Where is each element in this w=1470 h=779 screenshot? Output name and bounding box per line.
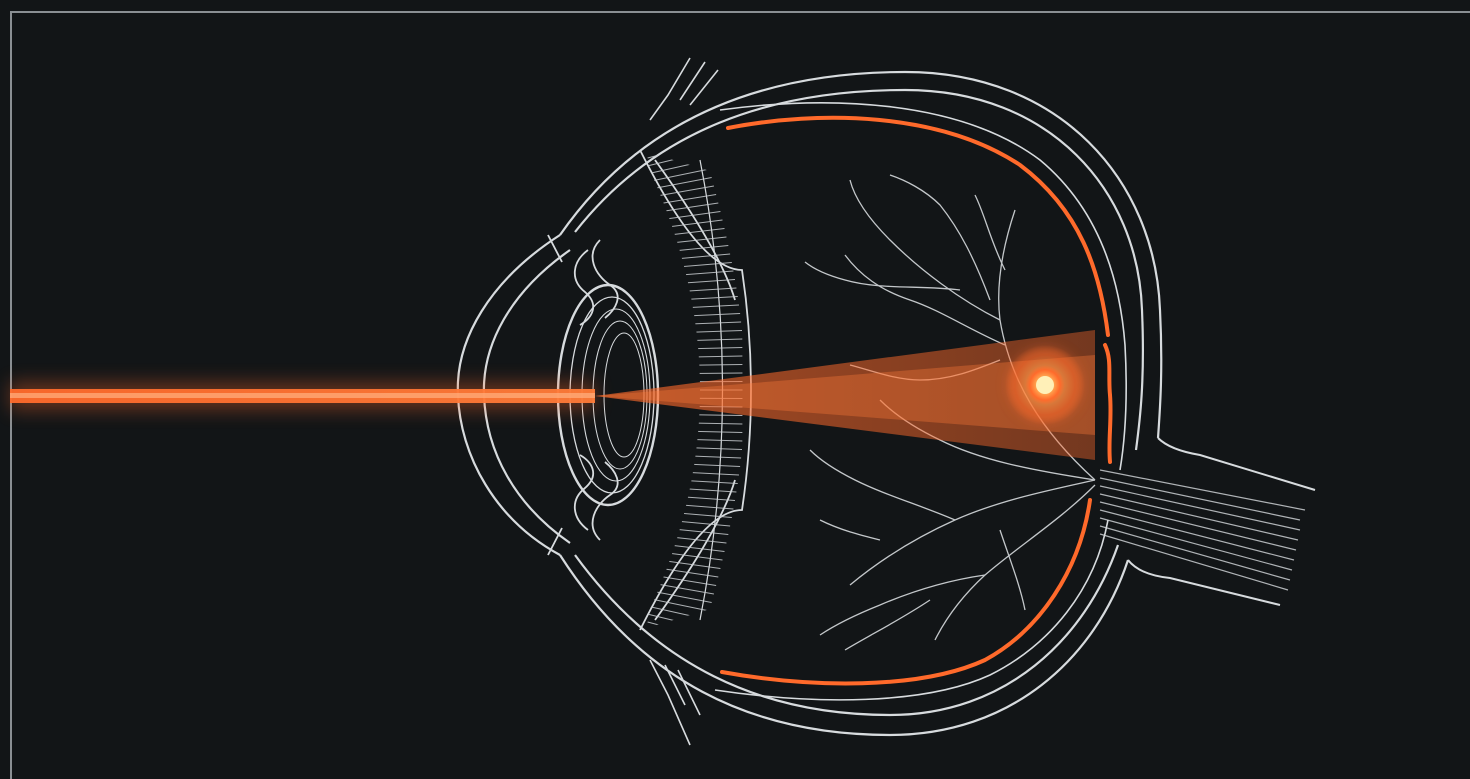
laser-cone xyxy=(595,330,1095,460)
zonule-fibre xyxy=(646,597,710,612)
focal-spot-icon xyxy=(1005,345,1085,425)
zonule-fibre xyxy=(644,565,719,578)
zonule-fibre xyxy=(641,287,737,295)
zonule-fibre xyxy=(642,262,732,271)
zonule-fibre xyxy=(644,211,721,223)
zonule-fibre xyxy=(640,330,743,335)
zonule-fibre xyxy=(640,338,743,343)
zonule-fibre xyxy=(640,437,743,442)
zonule-fibre xyxy=(640,313,741,319)
zonule-fibre xyxy=(640,461,741,467)
zonule-fibre xyxy=(640,347,743,351)
zonule-fibre xyxy=(642,270,734,279)
zonule-fibre xyxy=(641,304,739,311)
zonule-fibre xyxy=(640,413,743,416)
zonule-fibre xyxy=(647,621,703,630)
zonule-fibre xyxy=(641,296,738,303)
zonule-fibre xyxy=(642,509,732,518)
sclera xyxy=(559,70,1163,737)
zonule-fibre xyxy=(647,150,701,151)
zonule-fibre xyxy=(640,372,743,375)
zonule-fibre xyxy=(646,168,710,183)
zonule-fibre xyxy=(647,629,701,630)
zonule-fibre xyxy=(647,613,705,629)
laser-beam-icon xyxy=(10,382,595,410)
zonule-fibre xyxy=(641,279,736,287)
zonule-fibre xyxy=(640,445,743,450)
zonule-fibre xyxy=(647,151,705,167)
optic-nerve xyxy=(1099,437,1316,606)
zonule-fibre xyxy=(640,453,742,459)
zonule-fibre xyxy=(641,477,738,484)
eyelid-lines xyxy=(649,57,719,746)
retina xyxy=(714,102,1127,701)
choroid xyxy=(720,115,1113,686)
zonule-fibre xyxy=(644,557,721,569)
zonule-fibre xyxy=(642,501,734,510)
zonule-fibre xyxy=(641,485,737,493)
zonule-fibre xyxy=(641,469,739,476)
zonule-fibre xyxy=(644,202,719,215)
zonule-fibre xyxy=(641,493,736,501)
zonule-fibre xyxy=(640,321,742,327)
